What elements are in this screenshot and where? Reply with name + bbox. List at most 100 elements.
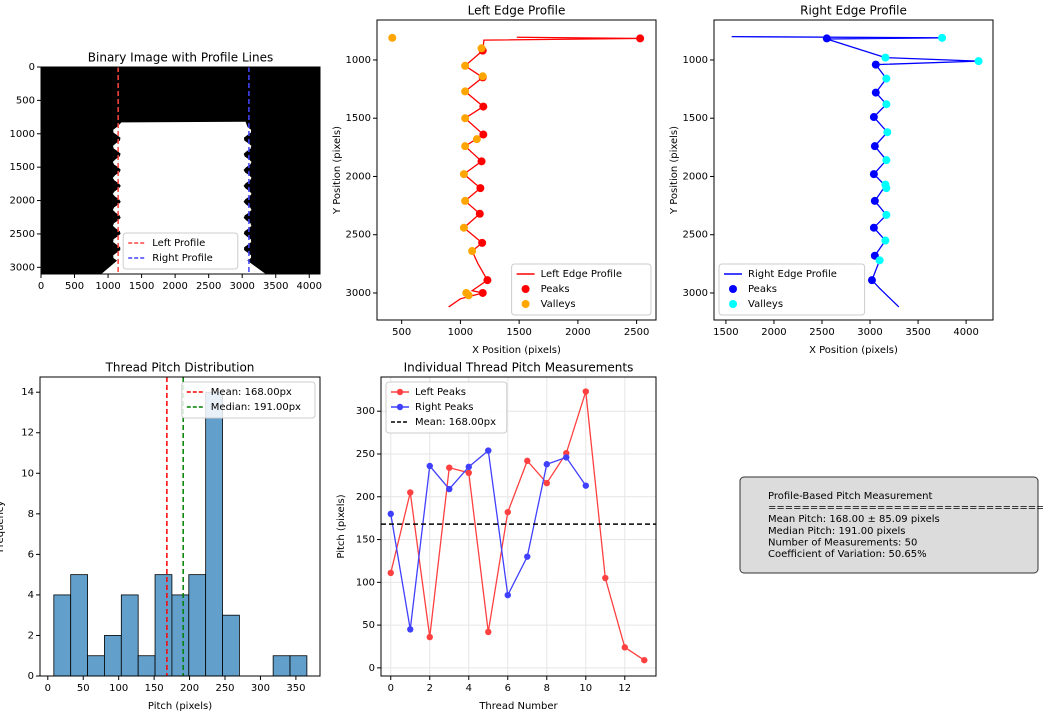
point <box>636 34 645 43</box>
x-tick-label: 2500 <box>809 327 834 338</box>
point <box>477 44 486 53</box>
axes-frame <box>376 19 657 321</box>
y-tick-label: 1000 <box>346 55 371 66</box>
plot-area <box>41 67 320 274</box>
point <box>479 130 488 139</box>
point <box>407 626 414 633</box>
point <box>883 128 892 137</box>
point <box>468 247 477 256</box>
x-tick-label: 3000 <box>229 281 254 292</box>
y-tick-label: 150 <box>356 535 375 546</box>
point <box>465 469 472 477</box>
point <box>621 644 628 651</box>
point <box>504 508 511 516</box>
point <box>881 53 890 62</box>
x-tick-label: 2000 <box>565 327 590 338</box>
text-box-line: Number of Measurements: 50 <box>768 537 917 548</box>
x-axis-label: Thread Number <box>478 701 558 712</box>
point <box>882 74 891 83</box>
text-box-line: Coefficient of Variation: 50.65% <box>768 549 927 560</box>
point <box>504 591 511 599</box>
point <box>524 553 531 560</box>
x-tick-label: 2000 <box>761 327 786 338</box>
point <box>387 510 394 518</box>
point <box>472 135 481 144</box>
x-tick-label: 100 <box>109 683 128 694</box>
y-tick-label: 200 <box>356 492 375 503</box>
x-tick-label: 12 <box>618 683 631 694</box>
y-tick-label: 3000 <box>10 262 35 273</box>
legend-box <box>385 381 508 434</box>
bar <box>171 594 190 676</box>
legend-label: Peaks <box>541 284 570 295</box>
point <box>869 223 878 232</box>
axes-frame <box>40 66 321 275</box>
point <box>938 33 947 42</box>
x-tick-label: 4 <box>466 683 472 694</box>
axes-frame <box>39 376 321 677</box>
y-tick-label: 100 <box>356 577 375 588</box>
bar <box>137 655 156 676</box>
y-tick-label: 0 <box>369 663 375 674</box>
legend-label: Left Edge Profile <box>541 269 622 280</box>
y-tick-label: 8 <box>28 509 34 520</box>
x-tick-label: 4000 <box>953 327 978 338</box>
x-tick-label: 4000 <box>297 281 322 292</box>
point <box>563 454 570 461</box>
point <box>869 170 878 179</box>
point <box>461 142 470 151</box>
bar <box>205 391 223 676</box>
y-tick-label: 300 <box>356 406 375 417</box>
point <box>870 142 879 151</box>
point <box>426 462 433 470</box>
legend-label: Right Profile <box>152 253 213 264</box>
x-tick-label: 1500 <box>506 327 531 338</box>
x-tick-label: 50 <box>77 683 90 694</box>
y-tick-label: 4 <box>28 590 34 601</box>
x-tick-label: 300 <box>251 683 270 694</box>
legend-box <box>718 263 866 316</box>
point <box>582 482 589 489</box>
y-tick-label: 3000 <box>683 288 708 299</box>
x-tick-label: 2000 <box>162 281 187 292</box>
x-tick-label: 1000 <box>448 327 473 338</box>
bar <box>70 574 88 676</box>
legend-label: Left Peaks <box>415 387 466 398</box>
chart-title: Thread Pitch Distribution <box>105 361 255 375</box>
point <box>882 210 891 219</box>
legend-label: Right Edge Profile <box>748 269 837 280</box>
bar <box>272 655 291 676</box>
legend-label: Mean: 168.00px <box>211 387 292 398</box>
x-tick-label: 2500 <box>196 281 221 292</box>
point <box>641 656 648 664</box>
point <box>871 60 880 69</box>
axes-frame <box>713 19 994 321</box>
legend-box <box>181 381 316 419</box>
point <box>459 170 468 179</box>
bar <box>87 655 105 676</box>
point <box>464 291 473 300</box>
point <box>426 633 433 641</box>
x-tick-label: 1500 <box>713 327 738 338</box>
legend-marker <box>396 403 404 411</box>
legend-box <box>511 263 652 316</box>
x-tick-label: 2 <box>427 683 433 694</box>
point <box>461 114 470 123</box>
point <box>388 33 397 42</box>
legend-label: Mean: 168.00px <box>415 417 496 428</box>
y-tick-label: 2000 <box>683 171 708 182</box>
bar <box>104 635 122 676</box>
y-tick-label: 1000 <box>683 55 708 66</box>
point <box>478 72 487 81</box>
point <box>543 461 550 468</box>
point <box>881 236 890 245</box>
legend-label: Median: 191.00px <box>211 402 301 413</box>
point <box>974 57 983 66</box>
legend-label: Valleys <box>541 299 576 310</box>
x-tick-label: 250 <box>215 683 234 694</box>
legend-marker <box>729 300 737 308</box>
point <box>524 457 531 465</box>
series-line <box>390 391 645 661</box>
chart-title: Individual Thread Pitch Measurements <box>404 361 634 375</box>
point <box>465 463 472 471</box>
